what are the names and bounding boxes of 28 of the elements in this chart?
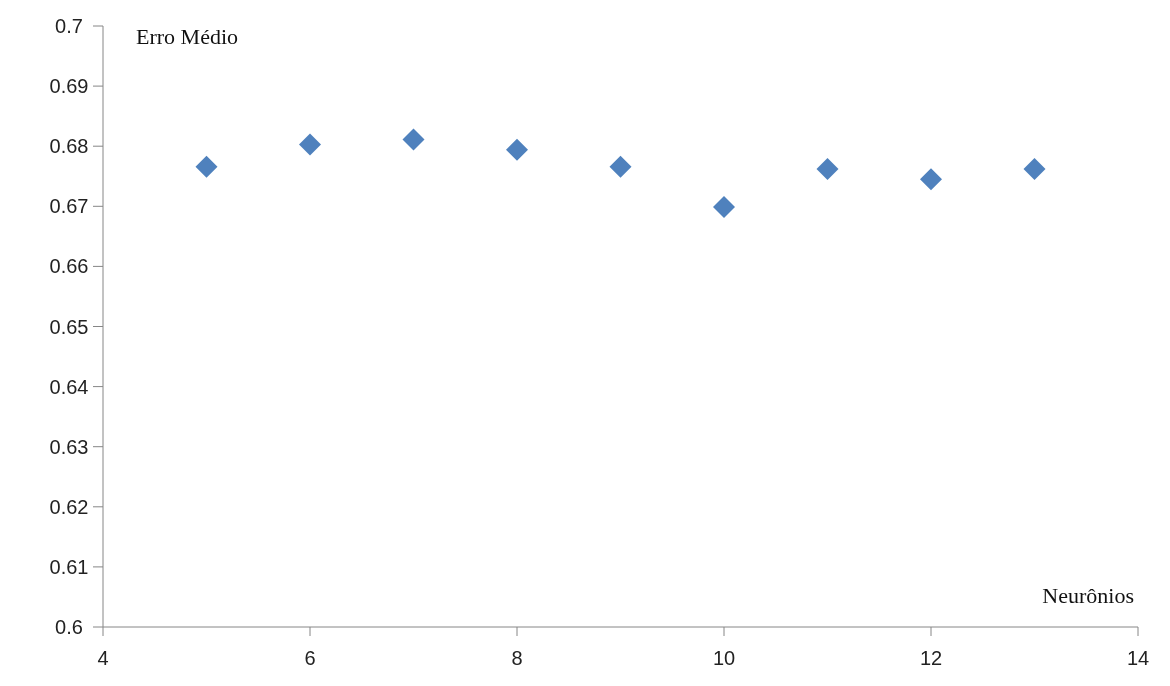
point xyxy=(299,133,321,156)
y-tick-label: 0.68 xyxy=(49,135,89,158)
y-tick-label: 0.65 xyxy=(49,315,89,338)
point xyxy=(713,195,735,218)
x-tick-label: 14 xyxy=(1126,647,1150,669)
x-tick-label: 10 xyxy=(712,647,736,669)
y-axis-title: Erro Médio xyxy=(136,24,239,49)
point xyxy=(506,138,528,161)
point xyxy=(1023,158,1046,181)
y-tick-label: 0.66 xyxy=(49,255,89,278)
point xyxy=(609,155,632,178)
y-tick-label: 0.6 xyxy=(55,616,83,638)
y-tick-label: 0.63 xyxy=(49,435,89,458)
y-tick-label: 0.64 xyxy=(49,375,89,398)
x-tick-label: 12 xyxy=(919,647,943,669)
x-tick-label: 8 xyxy=(511,647,523,669)
y-tick-label: 0.61 xyxy=(49,555,89,578)
y-tick-label: 0.62 xyxy=(49,495,89,518)
y-tick-label: 0.67 xyxy=(49,195,89,218)
x-tick-label: 6 xyxy=(304,647,316,669)
y-tick-label: 0.7 xyxy=(55,15,83,37)
point xyxy=(920,168,942,191)
y-tick-label: 0.69 xyxy=(49,75,89,98)
point xyxy=(816,158,839,181)
x-axis-title: Neurônios xyxy=(1042,583,1134,608)
point xyxy=(402,128,425,151)
x-tick-label: 4 xyxy=(97,647,109,669)
point xyxy=(195,155,218,178)
